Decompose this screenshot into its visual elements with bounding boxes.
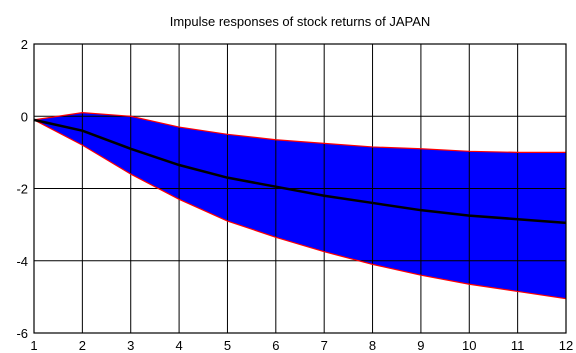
- y-tick-label: 0: [21, 109, 28, 124]
- impulse-response-line: [33, 118, 567, 225]
- x-tick-label: 10: [462, 338, 476, 353]
- x-tick-label: 8: [369, 338, 376, 353]
- y-tick-label: -6: [16, 326, 28, 341]
- x-tick-label: 6: [272, 338, 279, 353]
- lower-bound-line: [33, 119, 567, 300]
- x-tick-label: 2: [79, 338, 86, 353]
- x-tick-label: 4: [175, 338, 182, 353]
- x-tick-label: 11: [511, 338, 525, 353]
- x-tick-label: 5: [224, 338, 231, 353]
- x-tick-label: 1: [30, 338, 37, 353]
- y-tick-label: -2: [16, 182, 28, 197]
- plot-frame: [33, 43, 567, 334]
- confidence-band: [34, 112, 566, 299]
- plot-area: 1 2 3 4 5 6 7 8 9 10 11 12-6-4-202: [16, 37, 573, 353]
- x-tick-label: 7: [321, 338, 328, 353]
- x-tick-label: 9: [417, 338, 424, 353]
- y-tick-label: 2: [21, 37, 28, 52]
- x-tick-label: 12: [559, 338, 573, 353]
- chart-title: Impulse responses of stock returns of JA…: [170, 14, 431, 29]
- y-tick-label: -4: [16, 254, 28, 269]
- upper-bound-line: [33, 112, 566, 153]
- x-tick-label: 3: [127, 338, 134, 353]
